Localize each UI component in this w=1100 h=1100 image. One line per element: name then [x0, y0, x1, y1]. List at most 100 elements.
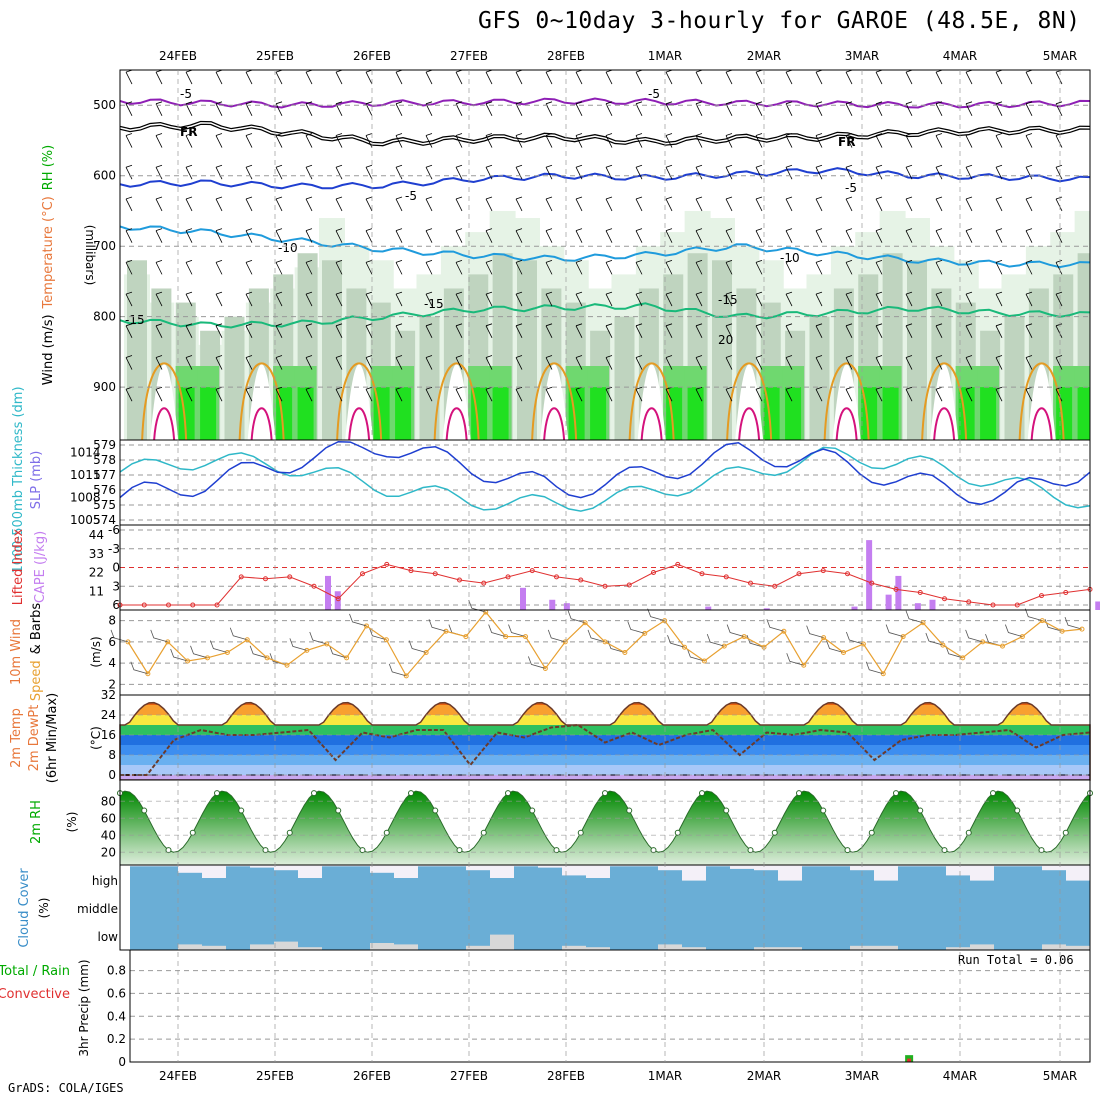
- high-cloud-gap: [322, 865, 346, 867]
- rh-band-mid: [322, 260, 342, 440]
- left-tick-label: 579: [93, 438, 116, 452]
- low-cloud-bar: [874, 945, 898, 950]
- top-date-label: 5MAR: [1043, 49, 1078, 63]
- plus20-contour: [433, 362, 480, 440]
- contour-label: -5: [648, 87, 660, 101]
- bottom-date-label: 1MAR: [648, 1069, 683, 1083]
- precip-label-total: Total / Rain: [0, 964, 70, 979]
- wind-barb: [245, 260, 253, 275]
- wind-barb: [995, 228, 1003, 243]
- wind-barb: [1055, 323, 1063, 338]
- high-cloud-gap: [394, 865, 418, 878]
- wind-barb: [1025, 228, 1033, 243]
- wind-barb: [545, 164, 553, 180]
- high-cloud-gap: [634, 865, 658, 867]
- wind-barb: [365, 101, 373, 116]
- wind-barb: [1055, 291, 1063, 307]
- wind-barb: [935, 323, 943, 338]
- plus25-contour: [153, 407, 176, 440]
- wind-barb: [1055, 133, 1063, 148]
- upper-air-panel: -5 -5 FR FR -5 -5 -10 -10 -15 -15 -15 20 500 600 700 80…: [41, 69, 1091, 441]
- wind-barb: [687, 648, 705, 662]
- bottom-date-label: 3MAR: [845, 1069, 880, 1083]
- y-tick-label: 0.8: [107, 964, 126, 978]
- wind-barb: [965, 629, 983, 643]
- y-tick-label: 800: [93, 310, 116, 324]
- high-cloud-gap: [826, 865, 850, 867]
- high-cloud-gap: [370, 865, 394, 873]
- wind-barb: [995, 164, 1003, 180]
- y-tick-label: 60: [101, 811, 116, 825]
- plus25-contour: [348, 407, 371, 440]
- left-tick-label: 578: [93, 453, 116, 467]
- wind-speed-point: [324, 641, 330, 647]
- rh-point: [456, 847, 463, 854]
- wind-barb: [815, 355, 823, 370]
- wind-barb: [725, 228, 733, 243]
- wind-barb: [425, 291, 433, 307]
- high-cloud-gap: [442, 865, 466, 867]
- wind-barb: [575, 355, 583, 370]
- wind-barb: [846, 631, 864, 645]
- wind-barb: [1055, 260, 1063, 275]
- wind-barb: [455, 291, 463, 307]
- wind-barb: [305, 164, 313, 180]
- wind-barb: [965, 164, 973, 180]
- wind-barb: [665, 291, 673, 307]
- wind-barb: [1064, 616, 1083, 630]
- wind-barb: [335, 260, 343, 275]
- li-tick-label: 3: [112, 579, 120, 593]
- wind-barb: [425, 323, 433, 338]
- wind-barb: [607, 640, 625, 653]
- wind-barb: [815, 386, 823, 402]
- high-cloud-gap: [514, 865, 538, 867]
- wind-barb: [865, 661, 884, 675]
- rh-point: [1062, 829, 1069, 836]
- rh-point: [674, 829, 681, 836]
- ylabel-part: & Barbs: [29, 603, 44, 655]
- wind-barb: [365, 164, 373, 180]
- wind-barb: [695, 133, 703, 148]
- slp-line: [119, 440, 1091, 506]
- y-tick-label: 0: [108, 768, 116, 782]
- temp-band: [120, 735, 1090, 745]
- y-tick-label: 0: [118, 1055, 126, 1069]
- y-tick-label: 32: [101, 688, 116, 702]
- low-cloud-bar: [490, 934, 514, 950]
- wind-barb: [575, 133, 583, 148]
- wind-barb: [365, 386, 373, 402]
- wind-barb: [515, 291, 523, 307]
- wind-barb: [185, 323, 193, 338]
- top-date-label: 1MAR: [648, 49, 683, 63]
- wind-barb: [746, 635, 765, 648]
- wind-barb: [215, 323, 223, 338]
- wind-barb: [275, 323, 283, 338]
- wind-barb: [785, 260, 793, 275]
- rh-point: [1014, 807, 1021, 814]
- wind-speed-point: [940, 642, 946, 648]
- wind-barb: [425, 133, 433, 148]
- wind-barb: [1025, 323, 1033, 338]
- wind-barb: [275, 164, 283, 180]
- upper-air-ylabel: Wind (m/s) Temperature (°C) RH (%): [41, 145, 56, 385]
- wind-speed-point: [1039, 618, 1045, 624]
- li-ylabel: Lifted Index: [11, 528, 26, 605]
- high-cloud-gap: [346, 865, 370, 867]
- wind-barb: [725, 101, 733, 116]
- run-total-label: Run Total = 0.06: [958, 953, 1074, 967]
- precip-unit-label: 3hr Precip (mm): [77, 959, 91, 1056]
- wind-barb: [725, 133, 733, 148]
- dewpoint-line: [120, 723, 1091, 776]
- high-cloud-gap: [682, 865, 706, 881]
- wind-barb: [605, 260, 613, 275]
- li-point: [360, 571, 365, 577]
- wind-barb: [545, 355, 553, 370]
- wind-barb: [125, 355, 133, 370]
- wind-barb: [1025, 355, 1033, 370]
- rh-point: [359, 847, 366, 854]
- y-tick-label: 0.4: [107, 1009, 126, 1023]
- ylabel-part: RH (%): [41, 145, 56, 190]
- wind-barb: [965, 323, 973, 338]
- top-date-label: 4MAR: [943, 49, 978, 63]
- wind-barb: [806, 625, 824, 639]
